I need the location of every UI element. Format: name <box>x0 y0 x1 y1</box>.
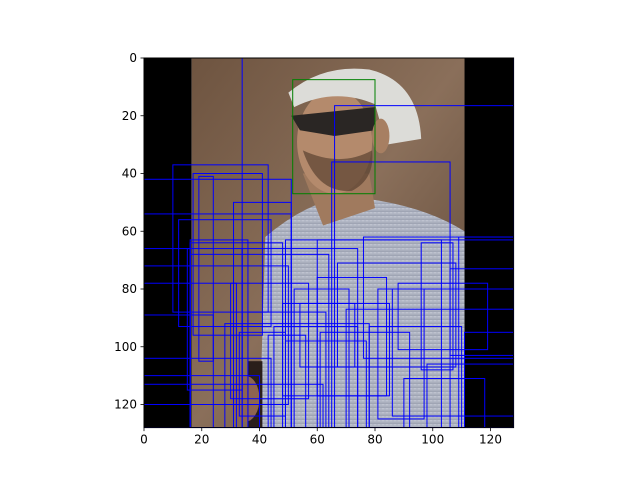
x-axis: 0 20 40 60 80 100 120 <box>140 427 502 447</box>
proposal-box <box>299 302 356 368</box>
y-tick-label: 40 <box>122 167 137 181</box>
proposal-box <box>336 262 457 368</box>
proposal-box <box>362 236 514 359</box>
cap <box>288 68 422 145</box>
beard <box>302 150 373 192</box>
x-tick-label: 40 <box>252 433 267 447</box>
face-box <box>292 79 376 195</box>
proposal-box <box>293 288 350 428</box>
proposal-box <box>420 242 454 371</box>
y-tick-label: 100 <box>114 340 137 354</box>
proposal-box <box>172 164 269 313</box>
proposal-box <box>397 282 489 351</box>
y-tick-label: 0 <box>129 51 137 65</box>
x-tick-label: 120 <box>479 433 502 447</box>
x-tick-label: 100 <box>421 433 444 447</box>
y-tick-label: 80 <box>122 282 137 296</box>
proposal-box <box>267 334 307 428</box>
axes-frame <box>143 57 515 429</box>
proposal-box <box>144 383 324 428</box>
x-tick-label: 80 <box>367 433 382 447</box>
left-padding <box>144 58 192 428</box>
proposal-box <box>391 288 514 417</box>
proposal-box <box>144 213 292 428</box>
y-tick-label: 120 <box>114 398 137 412</box>
proposal-box <box>273 326 359 428</box>
proposal-box <box>198 175 214 362</box>
proposal-box <box>247 311 327 428</box>
x-tick-label: 20 <box>194 433 209 447</box>
y-tick-label: 20 <box>122 109 137 123</box>
y-tick-label: 60 <box>122 224 137 238</box>
ear <box>372 118 390 154</box>
proposal-box <box>368 326 463 428</box>
x-tick-label: 60 <box>310 433 325 447</box>
proposal-box <box>230 282 310 400</box>
right-padding <box>464 58 514 428</box>
proposal-box <box>403 378 486 428</box>
y-axis: 0 20 40 60 80 100 120 <box>114 51 144 412</box>
proposal-box <box>426 363 514 428</box>
proposal-box <box>449 268 514 356</box>
x-tick-label: 0 <box>140 433 148 447</box>
proposal-box <box>377 288 425 420</box>
sunglasses <box>291 107 375 136</box>
proposal-box <box>144 265 289 405</box>
